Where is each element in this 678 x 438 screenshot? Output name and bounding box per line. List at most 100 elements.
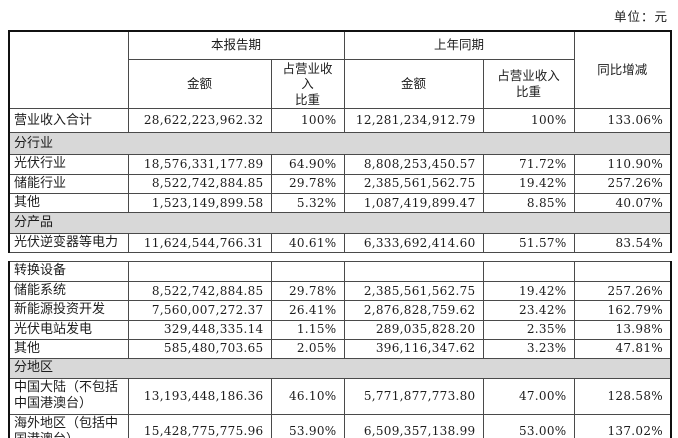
- row-label: 储能系统: [8, 280, 129, 302]
- share-prior: 19.42%: [482, 173, 575, 194]
- share-prior: 8.85%: [482, 192, 575, 214]
- row-label: 光伏行业: [8, 154, 129, 175]
- table-row: 海外地区（包括中 国港澳台）15,428,775,775.9653.90%6,5…: [8, 413, 672, 438]
- table-row: 新能源投资开发 7,560,007,272.37 26.41% 2,876,828,7…: [8, 300, 672, 321]
- share-current: 40.61%: [270, 233, 345, 254]
- share-current: 100%: [270, 108, 345, 134]
- amount-prior: 6,509,357,138.99: [343, 413, 484, 438]
- share-prior: 47.00%: [482, 378, 575, 415]
- section-row: 分产品: [8, 212, 672, 235]
- revenue-breakdown-table-part2: 转换设备 储能系统 8,522,742,884.85 29.78% 2,385,561,…: [8, 261, 672, 438]
- amount-current: 1,523,149,899.58: [127, 192, 272, 214]
- current-period-header: 本报告期: [127, 30, 345, 60]
- share-prior: 100%: [482, 108, 575, 134]
- yoy-change: [573, 261, 672, 282]
- table-part1-body: 营业收入合计 28,622,223,962.32 100% 12,281,234,91…: [8, 108, 672, 254]
- share-header-current: 占营业收入 比重: [270, 58, 345, 110]
- row-label: 储能行业: [8, 173, 129, 194]
- amount-prior: 396,116,347.62: [343, 338, 484, 360]
- amount-current: 8,522,742,884.85: [127, 280, 272, 302]
- table-row: 光伏电站发电 329,448,335.14 1.15% 289,035,828.20 2…: [8, 319, 672, 340]
- table-row: 其他 585,480,703.65 2.05% 396,116,347.62 3.23%…: [8, 338, 672, 360]
- row-label: 转换设备: [8, 261, 129, 282]
- share-current: 1.15%: [270, 319, 345, 340]
- yoy-change: 13.98%: [573, 319, 672, 340]
- share-header-prior: 占营业收入 比重: [482, 58, 575, 110]
- amount-prior: 2,385,561,562.75: [343, 173, 484, 194]
- share-prior: 19.42%: [482, 280, 575, 302]
- amount-header-prior: 金额: [343, 58, 484, 110]
- share-prior: 71.72%: [482, 154, 575, 175]
- amount-current: 13,193,448,186.36: [127, 378, 272, 415]
- yoy-change: 257.26%: [573, 173, 672, 194]
- amount-prior: 12,281,234,912.79: [343, 108, 484, 134]
- share-current: 5.32%: [270, 192, 345, 214]
- amount-current: [127, 261, 272, 282]
- row-label: 营业收入合计: [8, 108, 129, 134]
- yoy-change-header: 同比增减: [573, 30, 672, 110]
- table-row: 储能系统 8,522,742,884.85 29.78% 2,385,561,562.…: [8, 280, 672, 302]
- yoy-change: 128.58%: [573, 378, 672, 415]
- yoy-change: 110.90%: [573, 154, 672, 175]
- row-label: 海外地区（包括中 国港澳台）: [8, 413, 129, 438]
- corner-blank-header-cell: [8, 30, 129, 110]
- share-prior: 53.00%: [482, 413, 575, 438]
- amount-prior: 2,385,561,562.75: [343, 280, 484, 302]
- share-current: 29.78%: [270, 173, 345, 194]
- table-row: 其他 1,523,149,899.58 5.32% 1,087,419,899.47 8…: [8, 192, 672, 214]
- section-row: 分行业: [8, 132, 672, 156]
- share-current: 53.90%: [270, 413, 345, 438]
- share-prior: [482, 261, 575, 282]
- share-current: 64.90%: [270, 154, 345, 175]
- share-current: 2.05%: [270, 338, 345, 360]
- table-part2-body: 转换设备 储能系统 8,522,742,884.85 29.78% 2,385,561,…: [8, 261, 672, 438]
- table-row: 储能行业 8,522,742,884.85 29.78% 2,385,561,562.…: [8, 173, 672, 194]
- amount-prior: 1,087,419,899.47: [343, 192, 484, 214]
- amount-prior: 5,771,877,773.80: [343, 378, 484, 415]
- table-row: 转换设备: [8, 261, 672, 282]
- prior-period-header: 上年同期: [343, 30, 575, 60]
- row-label: 光伏电站发电: [8, 319, 129, 340]
- amount-current: 15,428,775,775.96: [127, 413, 272, 438]
- share-prior: 23.42%: [482, 300, 575, 321]
- amount-prior: 6,333,692,414.60: [343, 233, 484, 254]
- amount-current: 7,560,007,272.37: [127, 300, 272, 321]
- amount-current: 8,522,742,884.85: [127, 173, 272, 194]
- yoy-change: 40.07%: [573, 192, 672, 214]
- amount-current: 28,622,223,962.32: [127, 108, 272, 134]
- share-current: [270, 261, 345, 282]
- section-label: 分地区: [8, 358, 672, 379]
- amount-current: 585,480,703.65: [127, 338, 272, 360]
- share-current: 46.10%: [270, 378, 345, 415]
- yoy-change: 47.81%: [573, 338, 672, 360]
- yoy-change: 257.26%: [573, 280, 672, 302]
- yoy-change: 83.54%: [573, 233, 672, 254]
- amount-current: 329,448,335.14: [127, 319, 272, 340]
- section-label: 分行业: [8, 132, 672, 156]
- revenue-breakdown-table-part1: 本报告期 上年同期 同比增减 金额 占营业收入 比重 金额 占营业收入 比重 营…: [8, 30, 673, 254]
- row-label: 新能源投资开发: [8, 300, 129, 321]
- table-row: 光伏行业 18,576,331,177.89 64.90% 8,808,253,450…: [8, 154, 672, 175]
- row-label: 光伏逆变器等电力: [8, 233, 129, 254]
- row-label: 中国大陆（不包括 中国港澳台）: [8, 378, 129, 415]
- section-row: 分地区: [8, 358, 672, 379]
- amount-current: 18,576,331,177.89: [127, 154, 272, 175]
- amount-prior: 2,876,828,759.62: [343, 300, 484, 321]
- table-row: 光伏逆变器等电力 11,624,544,766.31 40.61% 6,333,692…: [8, 233, 672, 254]
- share-current: 29.78%: [270, 280, 345, 302]
- share-prior: 2.35%: [482, 319, 575, 340]
- table-row: 营业收入合计 28,622,223,962.32 100% 12,281,234,91…: [8, 108, 672, 134]
- yoy-change: 162.79%: [573, 300, 672, 321]
- amount-prior: 289,035,828.20: [343, 319, 484, 340]
- section-label: 分产品: [8, 212, 672, 235]
- share-prior: 3.23%: [482, 338, 575, 360]
- share-prior: 51.57%: [482, 233, 575, 254]
- amount-prior: 8,808,253,450.57: [343, 154, 484, 175]
- yoy-change: 137.02%: [573, 413, 672, 438]
- share-current: 26.41%: [270, 300, 345, 321]
- unit-label: 单位：元: [613, 9, 668, 24]
- table-row: 中国大陆（不包括 中国港澳台） 13,193,448,186.36 46.10% 5,…: [8, 378, 672, 415]
- yoy-change: 133.06%: [573, 108, 672, 134]
- amount-header-current: 金额: [127, 58, 272, 110]
